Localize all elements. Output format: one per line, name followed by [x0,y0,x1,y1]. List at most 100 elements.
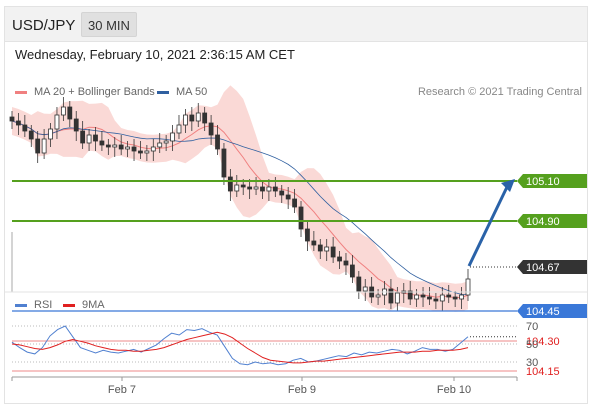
candle-body [465,278,471,296]
candle-body [183,114,188,126]
legend-swatch-bollinger [15,91,27,94]
legend-swatch-9ma [63,304,75,307]
candle-body [170,132,175,142]
candle-body [80,130,86,144]
candle-body [240,184,246,188]
level-label-104.90: 104.90 [526,216,560,228]
candle-body [414,294,420,300]
candle-body [99,140,105,146]
x-axis-label: Feb 7 [108,384,136,396]
level-label-104.67: 104.67 [526,262,560,274]
candle-body [221,148,227,178]
candle-body [144,150,150,154]
candle-body [60,106,66,116]
candle-body [105,144,111,148]
rsi-series-9ma [11,331,469,364]
candle-body [292,198,297,208]
candle-body [131,146,137,152]
candle-body [118,144,124,150]
candle-body [311,240,317,246]
candle-body [9,116,15,122]
candle-body [195,112,201,122]
ma50-line [11,120,469,295]
candle-body [16,120,21,126]
level-label-104.15: 104.15 [526,366,560,378]
timeframe-button[interactable]: 30 MIN [81,12,137,37]
x-axis-label: Feb 10 [437,384,471,396]
candle-body [375,294,381,298]
candle-body [163,140,169,144]
candle-body [285,194,291,200]
candle-body [67,106,73,120]
level-label-105.10: 105.10 [526,176,560,188]
candle-body [86,134,92,144]
candle-body [337,256,342,262]
level-tag-104.45 [517,304,587,318]
candle-body [388,288,394,304]
candle-body [343,260,349,266]
candle-body [22,124,28,132]
candle-body [452,296,458,300]
candle-body [176,124,182,134]
candle-body [394,292,400,304]
candle-body [234,184,240,192]
legend-label-bollinger: MA 20 + Bollinger Bands [34,86,155,98]
candle-body [349,264,355,278]
rsi-tick-label: 30 [526,357,538,369]
candle-body [330,246,336,258]
legend-swatch-rsi [15,304,27,307]
legend-label-9ma: 9MA [82,299,105,311]
candle-body [427,296,432,300]
forecast-arrowhead [501,179,515,192]
ma20-line [11,120,469,299]
legend-swatch-ma50 [157,91,169,94]
candle-body [247,186,253,190]
candle-body [362,286,368,292]
rsi-tick-label: 50 [526,339,538,351]
rsi-series-rsi [11,325,469,366]
candle-body [189,114,195,122]
candle-body [227,176,233,192]
candle-body [28,130,34,140]
candle-body [125,146,131,150]
candle-body [266,186,272,192]
candle-body [260,186,265,192]
candle-body [138,150,143,154]
level-tag-104.90 [517,214,587,228]
legend-label-rsi: RSI [34,299,53,311]
candle-body [202,112,208,124]
forecast-arrow-shaft [467,186,509,267]
bollinger-band [12,85,468,312]
candle-body [112,144,118,148]
candle-body [73,118,79,132]
candle-body [150,146,156,152]
candle-body [215,134,220,150]
symbol-label: USD/JPY [12,17,76,34]
candle-body [356,276,362,292]
chart-datetime: Wednesday, February 10, 2021 2:36:15 AM … [15,47,295,62]
level-label-104.45: 104.45 [526,306,560,318]
level-label-104.30: 104.30 [526,336,560,348]
candle-body [420,294,426,298]
candle-body [317,244,323,252]
candle-body [253,186,259,190]
candle-body [41,138,47,154]
candle-body [48,128,53,140]
candle-body [305,228,310,242]
candle-body [54,114,60,130]
candle-body [279,190,285,196]
candle-body [459,294,464,300]
chart-frame [4,6,588,404]
legend-label-ma50: MA 50 [176,86,208,98]
candle-body [93,134,98,142]
candle-body [324,246,330,252]
level-tag-105.10 [517,174,587,188]
candle-body [407,290,413,300]
candle-body [298,206,304,230]
candle-body [272,186,278,192]
chart-credit: Research © 2021 Trading Central [417,86,582,98]
candle-body [208,122,214,136]
rsi-tick-label: 70 [526,321,538,333]
level-tag-104.67 [517,260,587,274]
